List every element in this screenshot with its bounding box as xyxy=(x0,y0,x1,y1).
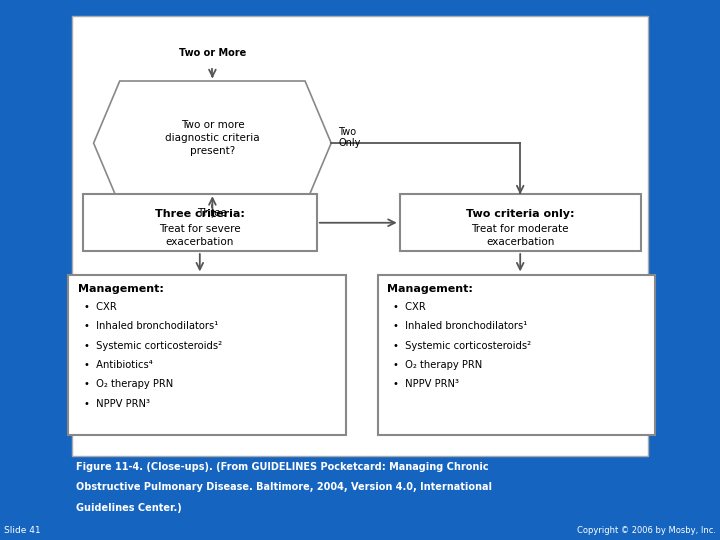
Text: •  O₂ therapy PRN: • O₂ therapy PRN xyxy=(84,380,173,389)
FancyBboxPatch shape xyxy=(400,194,641,251)
Text: •  Inhaled bronchodilators¹: • Inhaled bronchodilators¹ xyxy=(393,321,527,331)
Text: Figure 11-4. (Close-ups). (From GUIDELINES Pocketcard: Managing Chronic: Figure 11-4. (Close-ups). (From GUIDELIN… xyxy=(76,462,488,472)
FancyBboxPatch shape xyxy=(68,275,346,435)
Text: Slide 41: Slide 41 xyxy=(4,526,40,535)
Polygon shape xyxy=(94,81,331,205)
Text: •  Antibiotics⁴: • Antibiotics⁴ xyxy=(84,360,152,370)
FancyBboxPatch shape xyxy=(72,16,648,456)
Text: •  O₂ therapy PRN: • O₂ therapy PRN xyxy=(393,360,482,370)
Text: •  Inhaled bronchodilators¹: • Inhaled bronchodilators¹ xyxy=(84,321,217,331)
Text: Three criteria:: Three criteria: xyxy=(155,209,245,219)
Text: Two criteria only:: Two criteria only: xyxy=(466,209,575,219)
Text: Treat for moderate
exacerbation: Treat for moderate exacerbation xyxy=(472,224,569,247)
Text: Copyright © 2006 by Mosby, Inc.: Copyright © 2006 by Mosby, Inc. xyxy=(577,526,716,535)
Text: Treat for severe
exacerbation: Treat for severe exacerbation xyxy=(159,224,240,247)
Text: Management:: Management: xyxy=(387,284,473,294)
FancyBboxPatch shape xyxy=(378,275,655,435)
Text: Guidelines Center.): Guidelines Center.) xyxy=(76,503,181,513)
Text: Management:: Management: xyxy=(78,284,163,294)
Text: •  Systemic corticosteroids²: • Systemic corticosteroids² xyxy=(84,341,222,350)
Text: •  NPPV PRN³: • NPPV PRN³ xyxy=(84,399,150,409)
Text: Two
Only: Two Only xyxy=(338,127,361,148)
Text: Two or more
diagnostic criteria
present?: Two or more diagnostic criteria present? xyxy=(165,119,260,156)
Text: •  Systemic corticosteroids²: • Systemic corticosteroids² xyxy=(393,341,531,350)
FancyBboxPatch shape xyxy=(83,194,317,251)
Text: •  CXR: • CXR xyxy=(84,302,116,312)
Text: Two or More: Two or More xyxy=(179,48,246,58)
Text: Obstructive Pulmonary Disease. Baltimore, 2004, Version 4.0, International: Obstructive Pulmonary Disease. Baltimore… xyxy=(76,482,492,492)
Text: •  NPPV PRN³: • NPPV PRN³ xyxy=(393,380,459,389)
Text: •  CXR: • CXR xyxy=(393,302,426,312)
Text: Three: Three xyxy=(197,208,228,218)
